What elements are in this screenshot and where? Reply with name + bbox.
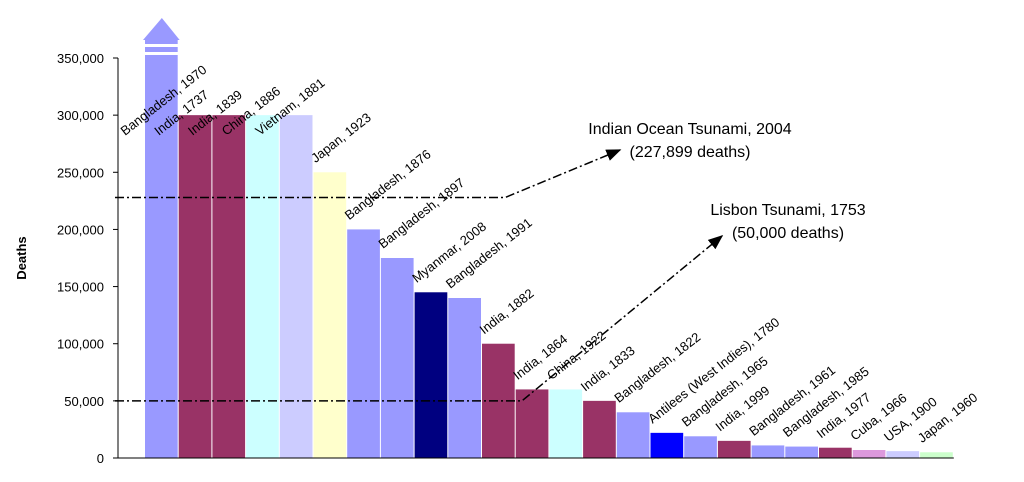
bar-label: Japan, 1923 xyxy=(308,110,374,166)
annotation: Indian Ocean Tsunami, 2004 xyxy=(588,121,792,138)
bar xyxy=(684,436,717,458)
bar xyxy=(751,445,785,458)
bar xyxy=(212,115,246,459)
y-tick-label: 150,000 xyxy=(57,280,104,295)
bar xyxy=(717,440,751,458)
y-tick-label: 0 xyxy=(97,451,104,466)
y-tick-label: 350,000 xyxy=(57,51,104,66)
bar xyxy=(515,389,549,458)
bar xyxy=(549,389,583,458)
bar-label: India, 1882 xyxy=(477,286,537,337)
bar xyxy=(414,292,448,458)
bar xyxy=(347,229,380,458)
reference-line xyxy=(115,149,622,199)
bar xyxy=(380,258,414,458)
y-tick-label: 200,000 xyxy=(57,222,104,237)
break-gap xyxy=(144,44,179,47)
y-tick-label: 50,000 xyxy=(64,394,104,409)
annotation: (50,000 deaths) xyxy=(732,225,844,242)
reference-line xyxy=(115,235,724,402)
y-tick-label: 250,000 xyxy=(57,165,104,180)
bar xyxy=(448,298,481,458)
bar xyxy=(178,115,212,459)
bar xyxy=(650,432,684,458)
annotation: Lisbon Tsunami, 1753 xyxy=(710,202,865,219)
bar xyxy=(313,172,347,459)
bar xyxy=(785,446,818,458)
annotation: (227,899 deaths) xyxy=(630,144,751,161)
bar xyxy=(886,451,920,458)
bar xyxy=(246,115,279,459)
y-tick-label: 300,000 xyxy=(57,108,104,123)
bar xyxy=(819,447,852,458)
bar xyxy=(583,400,616,458)
overflow-arrow xyxy=(143,18,180,40)
bar xyxy=(852,450,886,458)
bar xyxy=(616,412,650,458)
bar xyxy=(145,40,178,459)
y-tick-label: 100,000 xyxy=(57,337,104,352)
bar xyxy=(920,452,953,458)
break-gap xyxy=(144,52,179,55)
y-axis-label: Deaths xyxy=(14,236,29,279)
bar xyxy=(279,115,313,459)
